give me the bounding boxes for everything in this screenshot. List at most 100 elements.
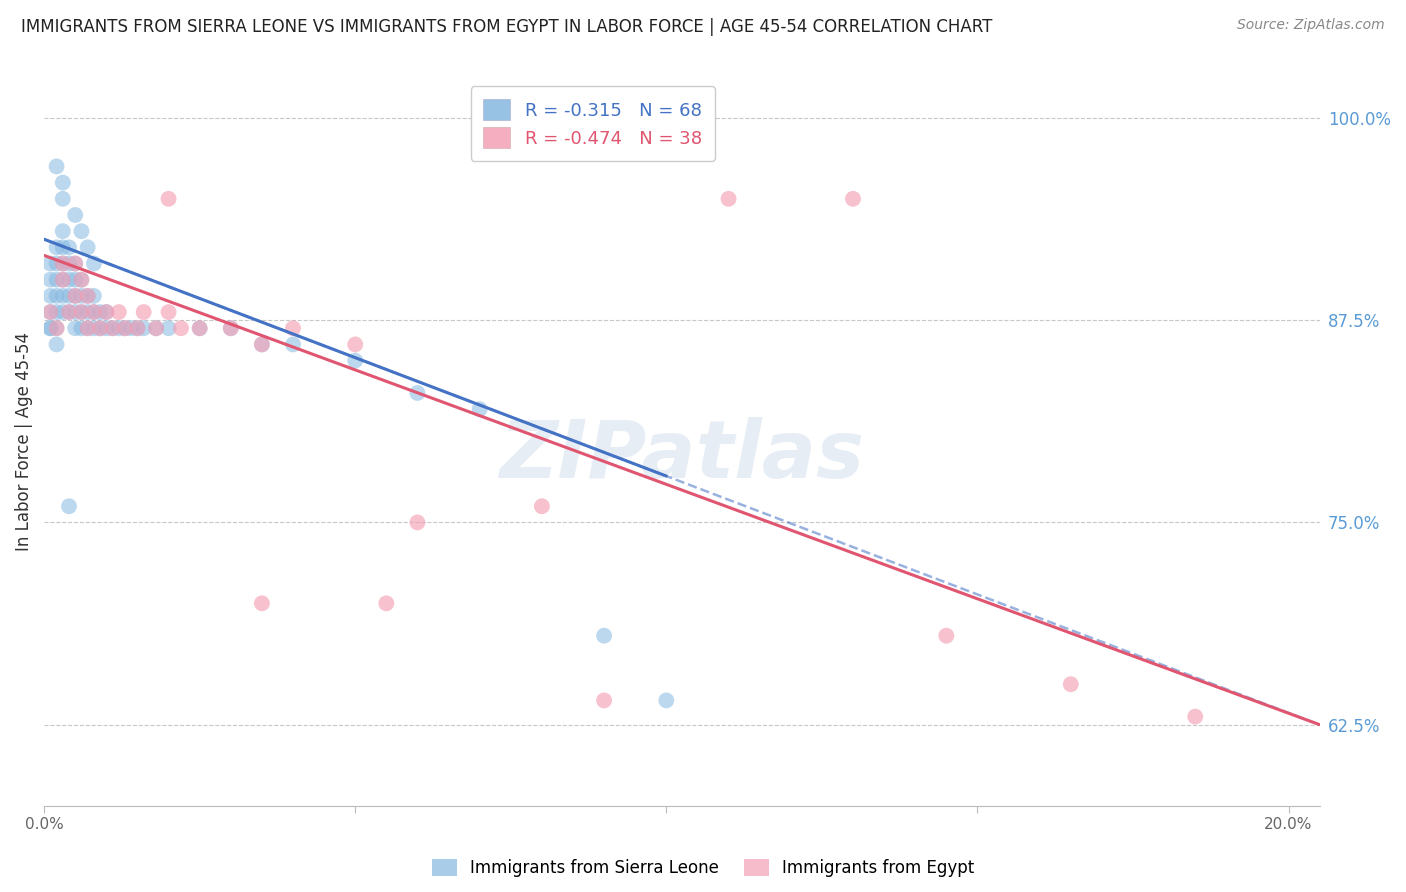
Point [281, 337, 304, 351]
Point [65, 305, 87, 319]
Point [344, 337, 367, 351]
Point [83, 289, 105, 303]
Point [65, 256, 87, 270]
Point [593, 629, 616, 643]
Point [58, 273, 80, 287]
Point [45, 160, 67, 174]
Point [76, 305, 98, 319]
Point [842, 192, 865, 206]
Point [530, 500, 553, 514]
Point [45, 321, 67, 335]
Point [114, 321, 136, 335]
Point [219, 321, 242, 335]
Point [132, 305, 155, 319]
Point [219, 321, 242, 335]
Point [52, 273, 75, 287]
Point [52, 273, 75, 287]
Point [65, 289, 87, 303]
Point [83, 305, 105, 319]
Point [52, 256, 75, 270]
Point [58, 240, 80, 254]
Point [65, 208, 87, 222]
Point [1060, 677, 1083, 691]
Point [39, 289, 62, 303]
Legend: R = -0.315   N = 68, R = -0.474   N = 38: R = -0.315 N = 68, R = -0.474 N = 38 [471, 87, 714, 161]
Point [96, 321, 118, 335]
Point [145, 321, 167, 335]
Point [76, 289, 98, 303]
Text: ZIPatlas: ZIPatlas [499, 417, 865, 495]
Point [52, 256, 75, 270]
Legend: Immigrants from Sierra Leone, Immigrants from Egypt: Immigrants from Sierra Leone, Immigrants… [425, 852, 981, 884]
Point [406, 386, 429, 401]
Point [58, 256, 80, 270]
Point [157, 192, 180, 206]
Point [1184, 709, 1206, 723]
Point [281, 321, 304, 335]
Point [45, 337, 67, 351]
Point [52, 192, 75, 206]
Point [45, 305, 67, 319]
Point [70, 305, 93, 319]
Point [935, 629, 957, 643]
Point [39, 305, 62, 319]
Point [39, 273, 62, 287]
Point [76, 240, 98, 254]
Point [250, 596, 273, 610]
Point [593, 693, 616, 707]
Point [45, 240, 67, 254]
Point [39, 321, 62, 335]
Point [96, 305, 118, 319]
Point [120, 321, 142, 335]
Point [39, 305, 62, 319]
Point [52, 176, 75, 190]
Point [70, 321, 93, 335]
Point [157, 305, 180, 319]
Point [101, 321, 124, 335]
Point [188, 321, 211, 335]
Point [188, 321, 211, 335]
Point [717, 192, 740, 206]
Point [65, 273, 87, 287]
Point [406, 516, 429, 530]
Point [76, 289, 98, 303]
Point [83, 321, 105, 335]
Point [83, 256, 105, 270]
Point [107, 305, 129, 319]
Point [58, 305, 80, 319]
Point [157, 321, 180, 335]
Point [58, 289, 80, 303]
Point [52, 224, 75, 238]
Point [58, 500, 80, 514]
Point [58, 305, 80, 319]
Point [65, 256, 87, 270]
Point [132, 321, 155, 335]
Point [65, 321, 87, 335]
Point [127, 321, 149, 335]
Point [101, 321, 124, 335]
Point [107, 321, 129, 335]
Point [45, 273, 67, 287]
Point [114, 321, 136, 335]
Point [127, 321, 149, 335]
Point [65, 289, 87, 303]
Point [39, 256, 62, 270]
Point [52, 240, 75, 254]
Point [76, 321, 98, 335]
Point [250, 337, 273, 351]
Point [83, 305, 105, 319]
Point [145, 321, 167, 335]
Y-axis label: In Labor Force | Age 45-54: In Labor Force | Age 45-54 [15, 332, 32, 551]
Point [70, 289, 93, 303]
Point [70, 273, 93, 287]
Text: Source: ZipAtlas.com: Source: ZipAtlas.com [1237, 18, 1385, 32]
Point [344, 353, 367, 368]
Point [70, 305, 93, 319]
Point [70, 273, 93, 287]
Point [89, 305, 111, 319]
Point [96, 305, 118, 319]
Text: IMMIGRANTS FROM SIERRA LEONE VS IMMIGRANTS FROM EGYPT IN LABOR FORCE | AGE 45-54: IMMIGRANTS FROM SIERRA LEONE VS IMMIGRAN… [21, 18, 993, 36]
Point [89, 321, 111, 335]
Point [655, 693, 678, 707]
Point [45, 321, 67, 335]
